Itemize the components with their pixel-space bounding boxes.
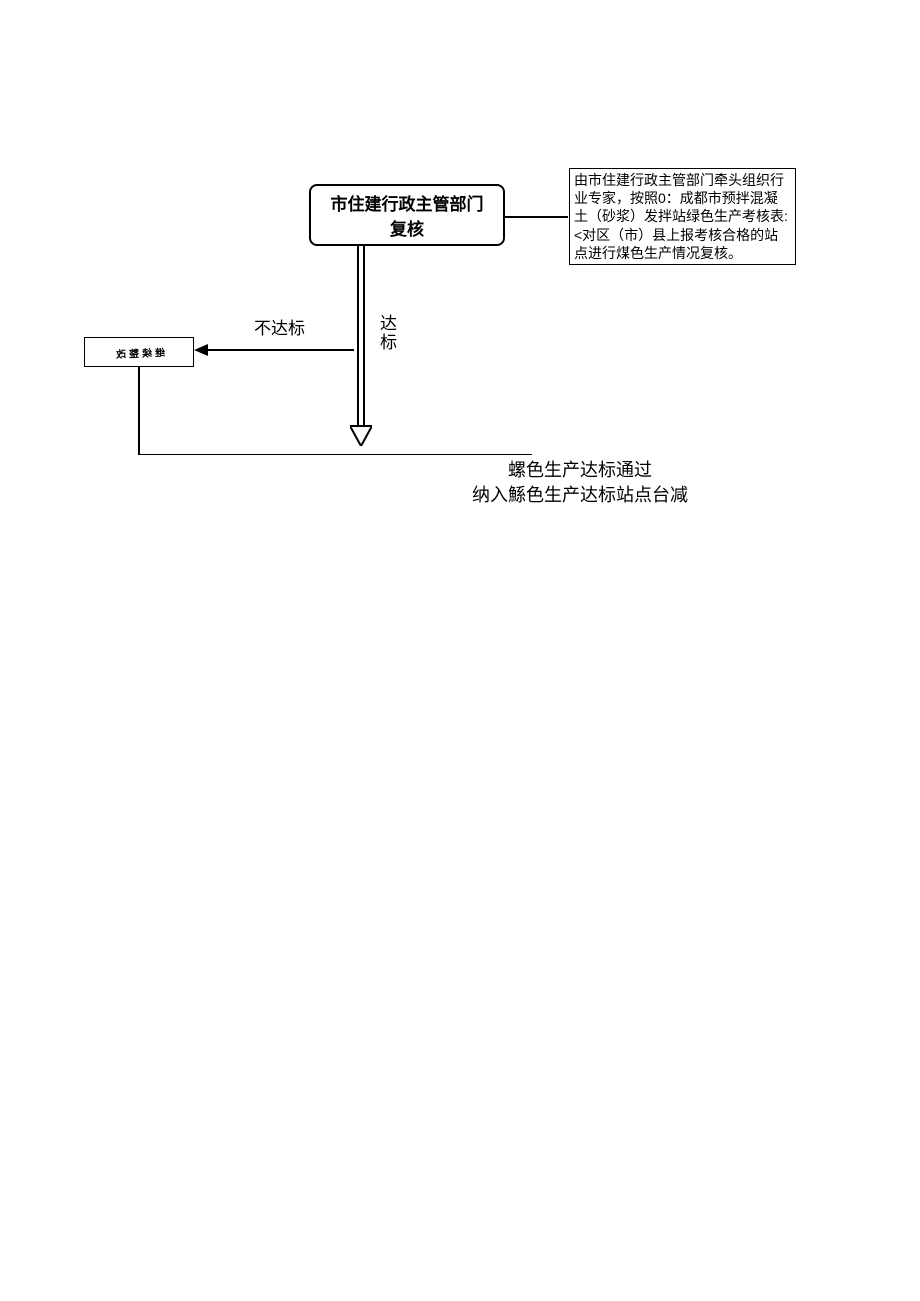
result-text: 螺色生产达标通过 纳入鯀色生产达标站点台减 bbox=[430, 458, 730, 508]
result-line2: 纳入鯀色生产达标站点台减 bbox=[430, 483, 730, 508]
node-reject-label: 继续整改 bbox=[113, 344, 165, 361]
node-main-review: 市住建行政主管部门 复核 bbox=[309, 184, 505, 246]
label-pass: 达标 bbox=[374, 314, 399, 352]
node-description-text: 由市住建行政主管部门牵头组织行业专家，按照0：成都市预拌混凝土（砂浆）发拌站绿色… bbox=[574, 172, 788, 261]
connector-reject-down bbox=[138, 367, 140, 455]
connector-line-right bbox=[505, 216, 568, 218]
result-line1: 螺色生产达标通过 bbox=[430, 458, 730, 483]
node-description: 由市住建行政主管部门牵头组织行业专家，按照0：成都市预拌混凝土（砂浆）发拌站绿色… bbox=[569, 168, 796, 265]
connector-bottom bbox=[138, 454, 532, 455]
node-main-line1: 市住建行政主管部门 bbox=[315, 190, 499, 215]
arrow-branch-left bbox=[194, 340, 354, 360]
label-fail: 不达标 bbox=[254, 314, 305, 339]
node-reject: 继续整改 bbox=[84, 337, 194, 367]
node-main-line2: 复核 bbox=[315, 215, 499, 240]
